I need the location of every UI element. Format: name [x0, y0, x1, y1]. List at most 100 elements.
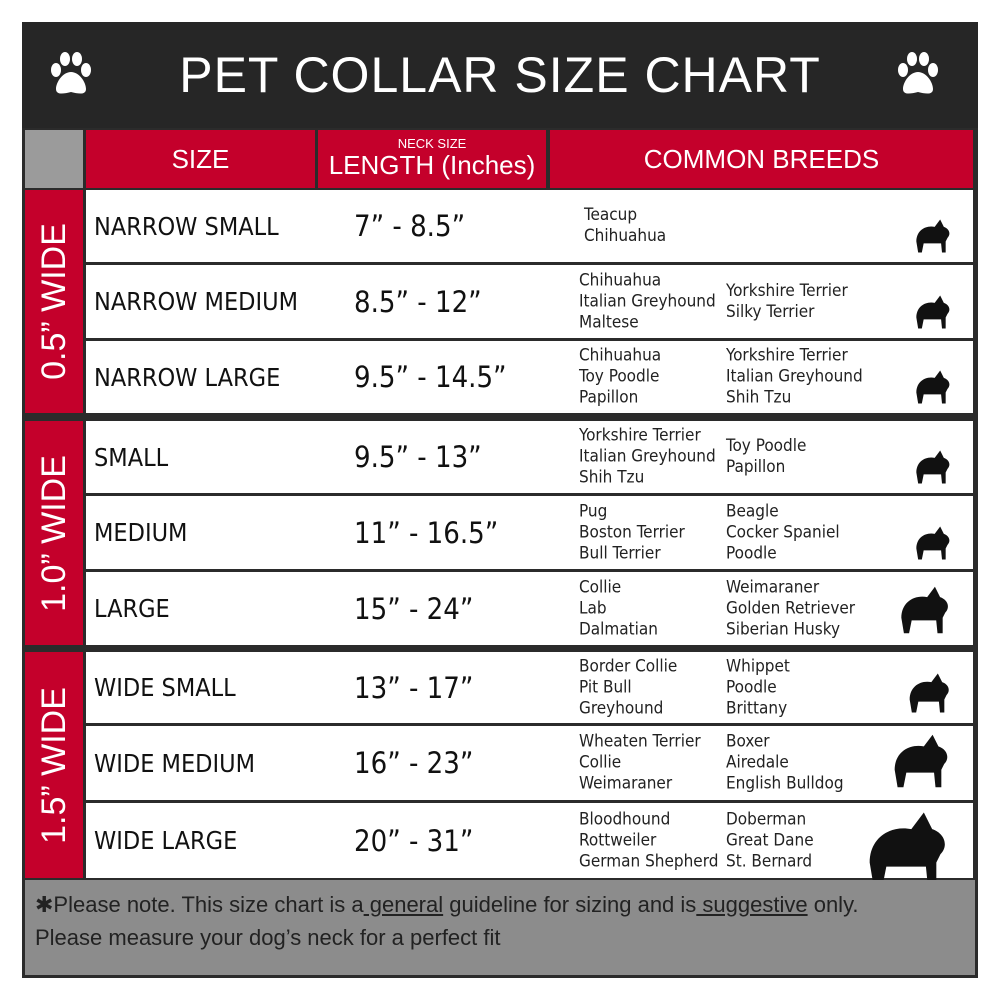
breeds-column-b: Doberman Great Dane St. Bernard: [726, 809, 814, 872]
breed-name: Shih Tzu: [726, 387, 792, 408]
breed-name: Toy Poodle: [726, 436, 807, 456]
footer-text: only.: [807, 892, 859, 917]
length-range: 9.5” - 13”: [354, 440, 482, 474]
size-name: NARROW LARGE: [94, 362, 281, 392]
length-cell: 9.5” - 14.5”: [318, 341, 582, 413]
doberman-silhouette-icon: [869, 812, 945, 888]
breed-name: Cocker Spaniel: [726, 522, 840, 542]
footer-emphasis-suggestive: suggestive: [696, 892, 808, 917]
pomeranian-silhouette-icon: [916, 450, 950, 484]
breed-name: Greyhound: [579, 698, 664, 718]
size-name: SMALL: [94, 442, 169, 472]
page-title: PET COLLAR SIZE CHART: [22, 22, 978, 128]
breed-name: Italian Greyhound: [726, 366, 863, 387]
length-range: 11” - 16.5”: [354, 515, 499, 550]
header-breeds: COMMON BREEDS: [550, 130, 973, 188]
breed-name: Border Collie: [579, 656, 678, 676]
group-label-text: 0.5” WIDE: [34, 223, 73, 380]
breeds-column-a: Wheaten Terrier Collie Weimaraner: [579, 732, 701, 795]
group-label-text: 1.5” WIDE: [34, 686, 73, 844]
breed-name: Weimaraner: [579, 773, 673, 794]
breed-name: Papillon: [726, 457, 786, 477]
length-range: 16” - 23”: [354, 746, 474, 780]
breed-name: Papillon: [579, 387, 639, 408]
group-label-text: 1.0” WIDE: [34, 454, 73, 612]
size-cell: SMALL: [86, 421, 323, 493]
breeds-cell: Chihuahua Toy Poodle Papillon Yorkshire Ter…: [550, 341, 973, 413]
size-cell: WIDE SMALL: [86, 652, 323, 723]
breed-name: Bull Terrier: [579, 543, 661, 563]
size-name: WIDE SMALL: [94, 673, 236, 702]
breed-name: German Shepherd: [579, 851, 719, 871]
length-range: 15” - 24”: [354, 591, 474, 626]
length-cell: 9.5” - 13”: [318, 421, 582, 493]
length-cell: 11” - 16.5”: [318, 496, 582, 569]
length-cell: 13” - 17”: [318, 652, 582, 723]
header-corner: [25, 130, 83, 188]
breed-name: Yorkshire Terrier: [726, 345, 848, 366]
size-cell: NARROW SMALL: [86, 190, 323, 262]
breed-name: Chihuahua: [579, 345, 662, 366]
footer-emphasis-general: general: [363, 892, 444, 917]
breed-name: Chihuahua: [584, 226, 667, 246]
length-range: 20” - 31”: [354, 823, 474, 858]
breed-name: Lab: [579, 598, 607, 618]
shepherd-silhouette-icon: [901, 586, 948, 634]
length-cell: 15” - 24”: [318, 572, 582, 645]
group-label-width: 0.5” WIDE: [25, 190, 83, 413]
breed-name: St. Bernard: [726, 851, 813, 871]
breeds-column-a: Border Collie Pit Bull Greyhound: [579, 656, 677, 719]
breed-name: Chihuahua: [579, 270, 662, 290]
breeds-cell: Chihuahua Italian Greyhound Maltese Yorkshi…: [550, 265, 973, 338]
breed-name: Siberian Husky: [726, 619, 841, 639]
breed-name: Italian Greyhound: [579, 446, 716, 467]
breed-name: Whippet: [726, 656, 790, 676]
size-name: NARROW MEDIUM: [94, 287, 298, 316]
breed-name: Poodle: [726, 677, 777, 697]
breed-name: Airedale: [726, 752, 789, 773]
breed-name: Pit Bull: [579, 677, 632, 697]
pitbull-silhouette-icon: [894, 734, 948, 788]
breeds-cell: Collie Lab Dalmatian Weimaraner Golden Retri…: [550, 572, 973, 645]
breeds-cell: Border Collie Pit Bull Greyhound Whippet Poo…: [550, 652, 973, 723]
breed-name: Rottweiler: [579, 830, 657, 850]
group-label-width: 1.5” WIDE: [25, 652, 83, 878]
breeds-cell: Wheaten Terrier Collie Weimaraner Boxer Aire…: [550, 726, 973, 800]
breed-name: Great Dane: [726, 830, 814, 850]
paw-icon: [51, 52, 91, 94]
breed-name: Beagle: [726, 501, 779, 521]
length-cell: 7” - 8.5”: [318, 190, 582, 262]
size-cell: LARGE: [86, 572, 323, 645]
breed-name: English Bulldog: [726, 773, 844, 794]
breeds-cell: Yorkshire Terrier Italian Greyhound Shih T…: [550, 421, 973, 493]
breed-name: Shih Tzu: [579, 467, 645, 488]
breed-name: Doberman: [726, 809, 807, 829]
breed-name: Collie: [579, 577, 622, 597]
length-cell: 8.5” - 12”: [318, 265, 582, 338]
breeds-column-b: Toy Poodle Papillon: [726, 436, 806, 478]
breeds-column-a: Teacup Chihuahua: [584, 205, 666, 247]
length-range: 9.5” - 14.5”: [354, 360, 507, 394]
footer-text-line2: Please measure your dog’s neck for a per…: [35, 925, 501, 950]
breeds-column-a: Chihuahua Toy Poodle Papillon: [579, 346, 661, 409]
breed-name: Maltese: [579, 312, 639, 332]
breed-name: Wheaten Terrier: [579, 731, 701, 752]
pomeranian-silhouette-icon: [916, 370, 950, 404]
breed-name: Bloodhound: [579, 809, 671, 829]
size-name: WIDE MEDIUM: [94, 748, 255, 778]
breed-name: Poodle: [726, 543, 777, 563]
breed-name: Pug: [579, 501, 608, 521]
yorkie-silhouette-icon: [916, 219, 950, 253]
breed-name: Yorkshire Terrier: [579, 425, 701, 446]
size-name: WIDE LARGE: [94, 826, 238, 855]
breeds-cell: Bloodhound Rottweiler German Shepherd Dober…: [550, 803, 973, 888]
size-cell: MEDIUM: [86, 496, 323, 569]
header-length-label: LENGTH (Inches): [328, 150, 536, 180]
length-cell: 20” - 31”: [318, 803, 582, 878]
paw-icon: [898, 52, 938, 94]
size-name: NARROW SMALL: [94, 211, 279, 241]
breeds-cell: Teacup Chihuahua: [550, 190, 973, 262]
breeds-column-b: Weimaraner Golden Retriever Siberian Husky: [726, 577, 855, 640]
breed-name: Yorkshire Terrier: [726, 280, 848, 301]
breeds-column-a: Pug Boston Terrier Bull Terrier: [579, 501, 685, 564]
